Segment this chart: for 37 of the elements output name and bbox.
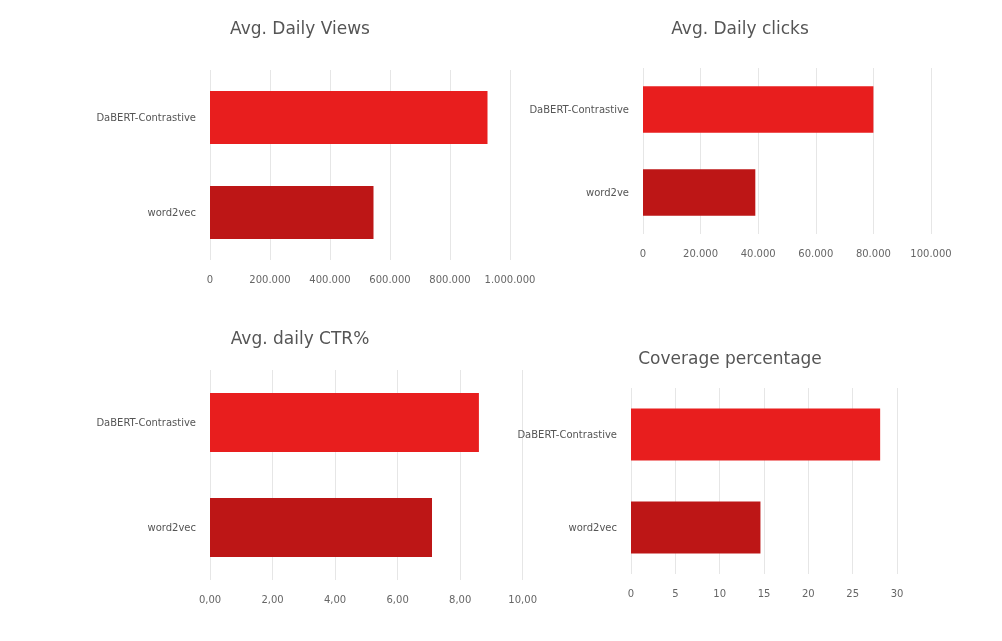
x-tick-label: 20.000 [683, 247, 719, 259]
chart-title: Avg. Daily clicks [671, 17, 809, 38]
x-tick-label: 600.000 [369, 273, 411, 285]
x-tick-label: 40.000 [740, 247, 776, 259]
x-tick-label: 10,00 [508, 593, 538, 605]
x-tick-label: 10 [713, 587, 727, 599]
x-tick-label: 20 [801, 587, 815, 599]
x-tick-label: 100.000 [910, 247, 952, 259]
x-tick-label: 0,00 [198, 593, 222, 605]
x-tick-label: 800.000 [429, 273, 471, 285]
y-tick-label: word2vec [147, 207, 196, 218]
x-tick-label: 30 [890, 587, 904, 599]
x-tick-label: 60.000 [798, 247, 834, 259]
x-tick-label: 15 [757, 587, 771, 599]
x-tick-label: 8,00 [449, 593, 472, 605]
x-tick-label: 0 [206, 273, 214, 285]
x-tick-label: 6,00 [386, 593, 409, 605]
chart-title: Avg. Daily Views [230, 17, 371, 38]
y-tick-label: DaBERT-Contrastive [529, 104, 629, 115]
y-tick-label: DaBERT-Contrastive [517, 429, 617, 440]
y-tick-label: DaBERT-Contrastive [96, 417, 196, 428]
x-tick-label: 1.000.000 [484, 273, 536, 285]
x-tick-label: 2,00 [261, 593, 284, 605]
x-tick-label: 200.000 [249, 273, 291, 285]
chart-title: Coverage percentage [638, 347, 822, 368]
x-tick-label: 25 [846, 587, 860, 599]
x-tick-label: 0 [627, 587, 635, 599]
x-tick-label: 400.000 [309, 273, 351, 285]
x-tick-label: 0 [639, 247, 647, 259]
y-tick-label: word2vec [147, 522, 196, 533]
y-tick-label: word2vec [568, 522, 617, 533]
chart-title: Avg. daily CTR% [230, 327, 370, 348]
y-tick-label: DaBERT-Contrastive [96, 112, 196, 123]
x-tick-label: 5 [672, 587, 679, 599]
x-tick-label: 4,00 [323, 593, 347, 605]
y-tick-label: word2ve [585, 187, 629, 198]
x-tick-label: 80.000 [855, 247, 891, 259]
